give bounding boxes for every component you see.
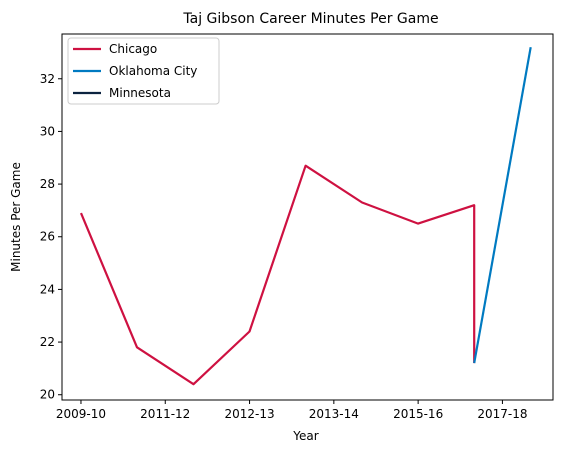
series-line-chicago <box>79 164 476 386</box>
x-tick-label: 2009-10 <box>56 407 106 421</box>
legend-box <box>67 37 220 105</box>
legend-label: Oklahoma City <box>109 64 197 78</box>
legend: Chicago Oklahoma City Minnesota <box>67 37 220 105</box>
legend-label: Chicago <box>109 42 157 56</box>
x-tick-label: 2015-16 <box>393 407 443 421</box>
plot-frame <box>61 33 554 401</box>
y-tick-label: 32 <box>40 72 55 86</box>
y-tick-label: 20 <box>40 388 55 402</box>
y-tick-label: 30 <box>40 124 55 138</box>
x-axis: 2009-10 2011-12 2012-13 2013-14 2015-16 2017-… <box>56 400 527 421</box>
y-tick-label: 22 <box>40 335 55 349</box>
chart-title: Taj Gibson Career Minutes Per Game <box>182 11 438 27</box>
series-line-oklahoma-city <box>473 47 532 364</box>
y-tick-label: 26 <box>40 230 55 244</box>
x-tick-label: 2013-14 <box>309 407 359 421</box>
x-tick-label: 2017-18 <box>477 407 527 421</box>
legend-label: Minnesota <box>109 86 171 100</box>
plot-area <box>79 47 532 386</box>
y-tick-label: 24 <box>40 282 55 296</box>
x-tick-label: 2011-12 <box>140 407 190 421</box>
y-axis-title: Minutes Per Game <box>9 162 23 272</box>
x-tick-label: 2012-13 <box>224 407 274 421</box>
y-tick-label: 28 <box>40 177 55 191</box>
y-axis: 20 22 24 26 28 30 32 <box>40 72 62 402</box>
x-axis-title: Year <box>292 429 318 443</box>
